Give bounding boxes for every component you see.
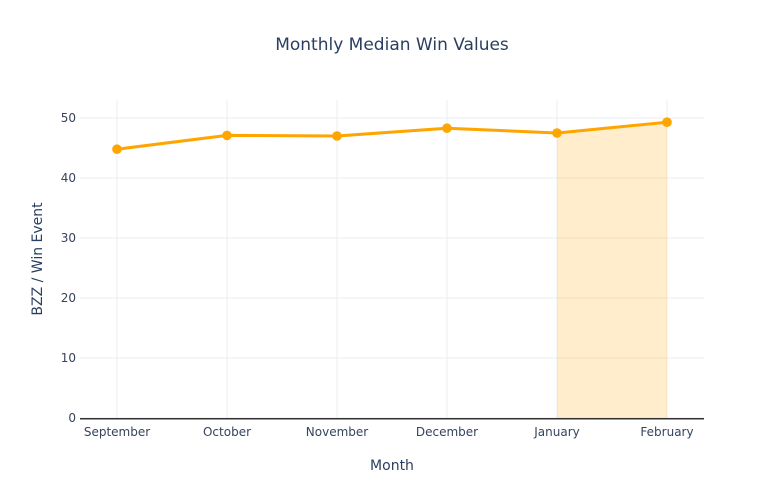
y-tick-label: 30 bbox=[61, 231, 76, 245]
x-tick-label: September bbox=[84, 425, 150, 439]
y-tick-label: 40 bbox=[61, 171, 76, 185]
x-axis-title: Month bbox=[370, 458, 414, 474]
x-tick-label: October bbox=[203, 425, 251, 439]
data-point-september bbox=[112, 144, 122, 154]
y-tick-label: 10 bbox=[61, 351, 76, 365]
x-tick-label: February bbox=[640, 425, 693, 439]
y-tick-label: 0 bbox=[68, 411, 76, 425]
data-point-january bbox=[552, 128, 562, 138]
x-tick-label: December bbox=[416, 425, 478, 439]
y-axis-title: BZZ / Win Event bbox=[30, 202, 46, 316]
tick-label-layer: 0 10 20 30 40 50 September October November Decem… bbox=[61, 111, 694, 439]
series-layer bbox=[112, 117, 672, 154]
series-line bbox=[115, 120, 669, 151]
x-tick-label: November bbox=[306, 425, 368, 439]
y-tick-label: 20 bbox=[61, 291, 76, 305]
data-point-november bbox=[332, 131, 342, 141]
data-point-december bbox=[442, 123, 452, 133]
data-point-february bbox=[662, 117, 672, 127]
y-tick-label: 50 bbox=[61, 111, 76, 125]
x-tick-label: January bbox=[533, 425, 580, 439]
chart-title: Monthly Median Win Values bbox=[275, 35, 509, 55]
data-point-october bbox=[222, 130, 232, 141]
highlight-layer bbox=[557, 122, 667, 418]
highlight-region bbox=[557, 122, 667, 418]
